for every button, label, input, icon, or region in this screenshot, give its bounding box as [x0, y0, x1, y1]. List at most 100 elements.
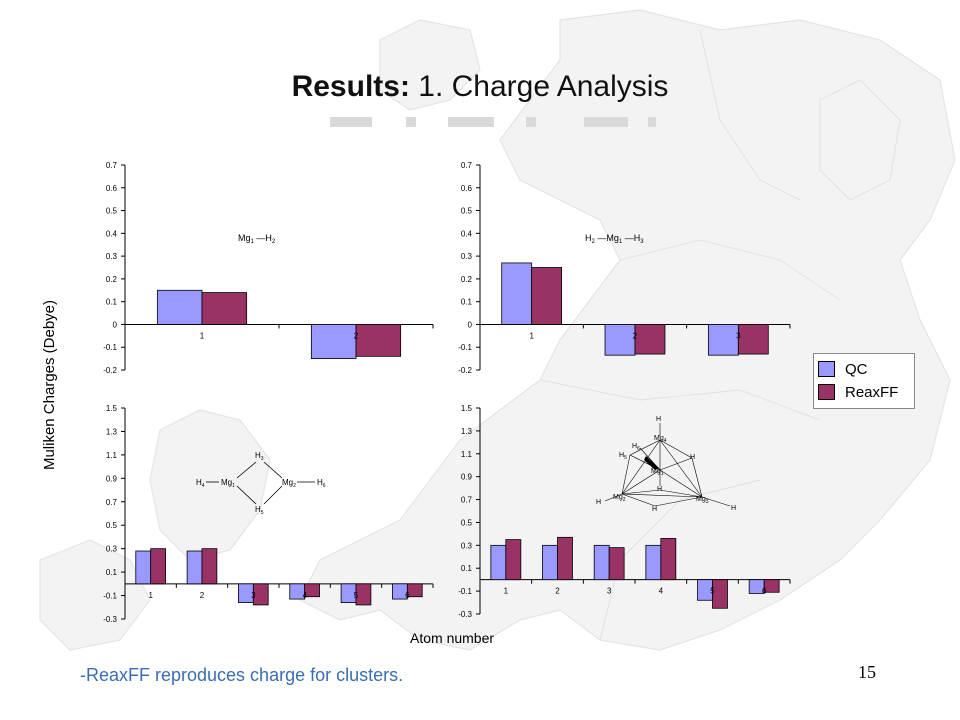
molecule-diagram-mg4-cluster: H Mg4 H6 H5 Mg1 H H Mg2 Mg3 H H H H	[596, 416, 736, 513]
bar-reaxff-2	[557, 536, 573, 581]
svg-text:H6: H6	[632, 443, 640, 452]
legend-label-qc: QC	[845, 361, 868, 378]
svg-text:H: H	[656, 416, 661, 423]
x-tick-label: 1	[200, 331, 205, 340]
bar-reaxff-3	[252, 583, 269, 606]
bar-qc-4	[645, 544, 662, 581]
x-tick-label: 4	[302, 591, 307, 600]
y-tick-label: 0	[468, 320, 473, 329]
page-number: 15	[858, 662, 876, 682]
svg-text:Mg1: Mg1	[651, 468, 664, 477]
y-tick-label: 0.6	[106, 184, 118, 193]
svg-text:H: H	[652, 506, 657, 513]
svg-text:H5: H5	[619, 452, 627, 461]
bar-reaxff-1	[531, 267, 563, 325]
x-tick-label: 2	[555, 587, 560, 596]
y-tick-label: 0.9	[106, 474, 118, 483]
title-bold: Results:	[291, 70, 410, 103]
x-tick-label: 5	[710, 587, 715, 596]
bar-reaxff-6	[763, 579, 780, 593]
y-tick-label: 0.1	[106, 568, 118, 577]
y-tick-label: 0.3	[106, 252, 118, 261]
svg-text:H: H	[657, 486, 662, 493]
legend: QC ReaxFF	[813, 353, 915, 409]
bar-reaxff-4	[304, 583, 320, 598]
y-tick-label: 0.3	[461, 252, 473, 261]
y-tick-label: 0.1	[461, 564, 473, 573]
y-tick-label: 1.3	[461, 427, 473, 436]
x-tick-label: 1	[148, 591, 153, 600]
bar-reaxff-4	[660, 538, 677, 581]
y-tick-label: 0.3	[106, 545, 118, 554]
y-tick-label: 0.6	[461, 184, 473, 193]
molecule-diagram-mg2h6: H3 H4 Mg1 Mg2 H6 H5	[196, 451, 326, 516]
y-tick-label: 0.3	[461, 541, 473, 550]
y-tick-label: 0.4	[106, 229, 118, 238]
x-tick-label: 6	[405, 591, 410, 600]
svg-text:Mg3: Mg3	[696, 496, 709, 505]
y-tick-label: 0.7	[106, 498, 118, 507]
bar-reaxff-2	[355, 324, 402, 357]
bar-qc-3	[593, 544, 610, 581]
legend-label-reaxff: ReaxFF	[845, 384, 899, 401]
svg-text:Mg4: Mg4	[654, 435, 667, 444]
x-tick-label: 6	[762, 587, 767, 596]
bar-reaxff-1	[505, 539, 522, 581]
y-axis-label: Muliken Charges (Debye)	[41, 299, 58, 471]
y-tick-label: 0.5	[461, 518, 473, 527]
y-tick-label: 0.5	[461, 207, 473, 216]
annotation-label-mg1-h2: Mg1 —H2	[238, 233, 276, 245]
svg-text:Mg1: Mg1	[221, 478, 235, 489]
annotation-label-h2-mg1-h3: H2 —Mg1 —H3	[585, 233, 644, 245]
x-tick-label: 1	[529, 331, 534, 340]
y-tick-label: 0.1	[461, 298, 473, 307]
y-tick-label: 0.7	[461, 496, 473, 505]
y-tick-label: -0.1	[103, 592, 117, 601]
x-tick-label: 5	[354, 591, 359, 600]
svg-text:H5: H5	[255, 505, 264, 516]
bar-reaxff-2	[634, 324, 666, 355]
y-tick-label: 1.5	[461, 404, 473, 413]
legend-swatch-qc	[818, 361, 835, 377]
y-tick-label: 0.2	[461, 275, 473, 284]
y-tick-label: -0.1	[458, 587, 472, 596]
y-tick-label: 0.9	[461, 473, 473, 482]
bar-qc-1	[501, 262, 533, 325]
svg-text:H: H	[731, 505, 736, 512]
y-tick-label: 0.5	[106, 521, 118, 530]
x-tick-label: 4	[659, 587, 664, 596]
bar-reaxff-3	[608, 547, 625, 581]
x-tick-label: 3	[736, 331, 741, 340]
y-tick-label: -0.2	[103, 366, 117, 375]
y-tick-label: 1.1	[461, 450, 473, 459]
x-tick-label: 3	[607, 587, 612, 596]
legend-swatch-reaxff	[818, 384, 835, 400]
y-tick-label: 0.1	[106, 298, 118, 307]
svg-text:H6: H6	[317, 478, 326, 489]
y-tick-label: 1.5	[106, 404, 118, 413]
title-rest: 1. Charge Analysis	[409, 70, 669, 103]
bar-qc-2	[542, 544, 558, 581]
y-tick-label: 1.3	[106, 427, 118, 436]
svg-text:H: H	[596, 499, 601, 506]
x-tick-label: 2	[354, 331, 359, 340]
y-tick-label: 1.1	[106, 451, 118, 460]
bar-reaxff-1	[201, 292, 248, 325]
title-underline-dashes	[330, 117, 656, 127]
bar-qc-2	[310, 324, 357, 360]
bar-reaxff-3	[737, 324, 769, 355]
svg-text:H: H	[690, 454, 695, 461]
y-tick-label: 0.7	[461, 161, 473, 170]
svg-text:H3: H3	[255, 451, 264, 462]
x-tick-label: 2	[200, 591, 205, 600]
x-tick-label: 3	[251, 591, 256, 600]
y-tick-label: -0.2	[458, 366, 472, 375]
x-tick-label: 2	[633, 331, 638, 340]
slide-title: Results: 1. Charge Analysis	[0, 70, 960, 104]
bar-reaxff-5	[355, 583, 372, 606]
y-tick-label: 0	[113, 320, 118, 329]
